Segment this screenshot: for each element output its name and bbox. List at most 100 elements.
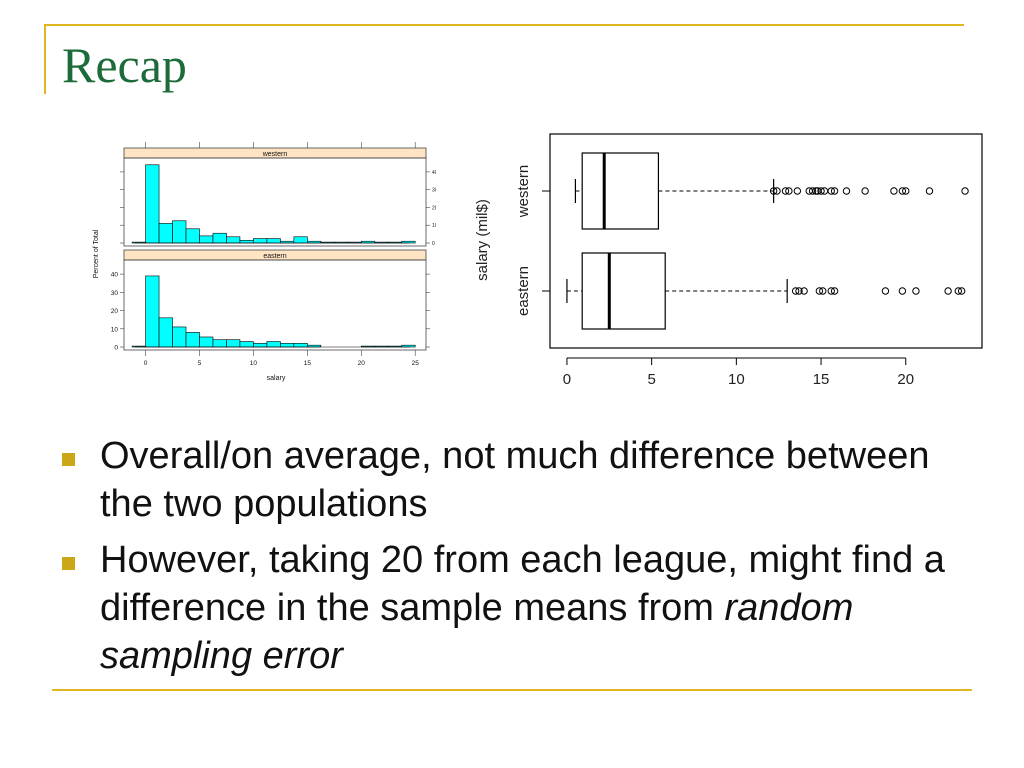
x-tick-label: 0: [563, 371, 571, 388]
histogram-bar: [239, 240, 254, 244]
outlier-point: [827, 187, 835, 195]
x-tick-label: 5: [198, 360, 202, 367]
histogram-bar: [145, 275, 160, 348]
panel-frame: [123, 259, 427, 351]
bullet-text-main: However, taking 20 from each league, mig…: [100, 539, 945, 629]
box: [581, 252, 666, 330]
outlier-point: [830, 287, 839, 295]
plot-frame: [549, 133, 983, 349]
outlier-point: [800, 287, 808, 295]
outlier-point: [785, 187, 793, 195]
histogram-bar: [199, 235, 214, 244]
outlier-point: [827, 287, 835, 295]
outlier-point: [781, 187, 790, 195]
histogram-bar: [253, 238, 268, 244]
outlier-point: [808, 187, 817, 195]
y-tick-label: 30: [111, 290, 119, 297]
x-tick-label: 15: [304, 360, 312, 367]
outlier-point: [773, 187, 781, 195]
outlier-point: [795, 287, 803, 295]
histogram-bar: [145, 164, 160, 244]
y-tick-label: 0: [432, 241, 435, 247]
outlier-point: [890, 187, 898, 195]
histogram-bar: [185, 228, 200, 244]
y-tick-label: 20: [111, 308, 119, 315]
category-label: eastern: [515, 266, 532, 316]
outlier-point: [815, 287, 824, 295]
histogram-bar: [293, 236, 308, 244]
boxplot-chart: salary (mil$) western eastern 0 5 10 15 20: [474, 133, 983, 388]
histogram-bar: [266, 341, 281, 348]
bullet-item: Overall/on average, not much difference …: [62, 432, 962, 528]
slide-title: Recap: [62, 37, 187, 93]
histogram-bar: [185, 332, 200, 348]
histogram-bar: [212, 339, 227, 348]
x-tick-label: 10: [250, 360, 258, 367]
left-accent-line: [44, 24, 46, 94]
outlier-point: [861, 187, 869, 195]
histogram-bar: [266, 238, 281, 244]
y-tick-label: 30: [432, 188, 436, 194]
bottom-accent-line: [52, 689, 972, 691]
histogram-bar: [239, 341, 254, 348]
histogram-chart: Percent of Total salary western 0 10 20 30 40…: [93, 142, 436, 382]
histogram-bar: [280, 343, 295, 348]
y-tick-label: 20: [432, 205, 436, 211]
bullet-marker: [62, 453, 75, 466]
outlier-point: [957, 287, 966, 295]
x-tick-label: 10: [728, 371, 745, 388]
outlier-point: [819, 287, 827, 295]
y-tick-label: 10: [111, 326, 119, 333]
category-label: western: [515, 165, 532, 219]
histogram-bar: [158, 317, 173, 348]
bullet-marker: [62, 557, 75, 570]
bullet-text: Overall/on average, not much difference …: [100, 435, 930, 525]
boxplot-ylabel: salary (mil$): [474, 199, 491, 281]
outlier-point: [898, 287, 907, 295]
outlier-point: [961, 187, 969, 195]
x-tick-label: 20: [358, 360, 366, 367]
x-tick-label: 20: [897, 371, 914, 388]
y-tick-label: 0: [114, 345, 118, 352]
outlier-point: [944, 287, 952, 295]
histogram-bar: [293, 343, 308, 348]
histogram-bar: [158, 223, 173, 244]
outlier-point: [817, 187, 825, 195]
outlier-point: [912, 287, 920, 295]
y-tick-label: 40: [432, 170, 436, 176]
bullet-text-emphasis: random sampling error: [100, 587, 854, 677]
outlier-point: [881, 287, 890, 295]
outlier-point: [791, 287, 800, 295]
x-tick-label: 0: [144, 360, 148, 367]
bullet-text: However, taking 20 from each league, mig…: [100, 536, 962, 680]
outlier-point: [842, 187, 851, 195]
histogram-ylabel: Percent of Total: [93, 229, 100, 278]
x-tick-label: 25: [412, 360, 420, 367]
panel-strip-label: western: [262, 151, 288, 158]
bullet-list: Overall/on average, not much difference …: [62, 432, 962, 688]
x-tick-label: 15: [813, 371, 830, 388]
histogram-xlabel: salary: [267, 375, 286, 382]
top-accent-line: [44, 24, 964, 26]
box: [581, 152, 660, 230]
bullet-item: However, taking 20 from each league, mig…: [62, 536, 962, 680]
outlier-point: [902, 187, 910, 195]
panel-strip-label: eastern: [263, 253, 286, 260]
outlier-point: [925, 187, 934, 195]
histogram-bar: [172, 326, 187, 348]
histogram-bar: [212, 232, 227, 244]
histogram-bar: [172, 220, 187, 244]
histogram-bar: [199, 336, 214, 348]
histogram-bar: [253, 343, 268, 348]
histogram-bar: [226, 339, 241, 348]
outlier-point: [769, 187, 778, 195]
histogram-bar: [226, 236, 241, 244]
outlier-point: [954, 287, 962, 295]
panel-frame: [123, 157, 427, 247]
outlier-point: [793, 187, 802, 195]
y-tick-label: 10: [432, 223, 436, 229]
y-tick-label: 40: [111, 272, 119, 279]
outlier-point: [830, 187, 839, 195]
outlier-point: [898, 187, 907, 195]
x-tick-label: 5: [647, 371, 655, 388]
